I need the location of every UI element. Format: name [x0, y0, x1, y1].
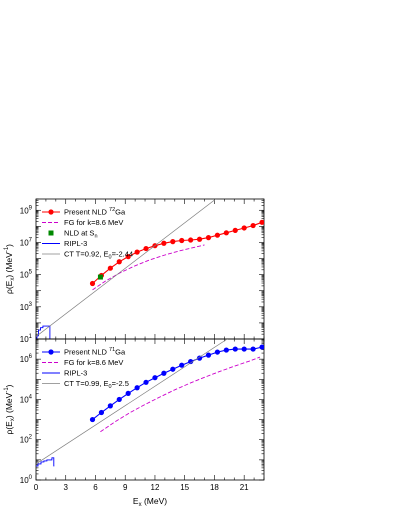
data-point-present-nld-72ga [214, 232, 221, 238]
legend-label: CT T=0.92, E0=-2.44 [64, 250, 133, 261]
legend-label: FG for k=8.6 MeV [64, 218, 123, 227]
x-tick-label: 21 [240, 483, 249, 492]
x-tick-label: 12 [151, 483, 160, 492]
x-tick-label: 3 [64, 483, 69, 492]
x-axis-label: Ex (MeV) [133, 496, 167, 508]
data-point-present-nld-72ga [250, 222, 256, 229]
legend-label: Present NLD 72Ga [64, 207, 126, 217]
data-point-present-nld-71ga [98, 409, 105, 416]
data-point-present-nld-71ga [179, 362, 185, 368]
data-point-present-nld-71ga [125, 390, 131, 396]
data-point-present-nld-72ga [134, 249, 140, 255]
series-line-fg [92, 244, 205, 291]
data-point-present-nld-71ga [170, 366, 176, 372]
panel-top: 101 103 105 107 109 ρ(Ex) (MeV-1) Present NLD … [4, 198, 265, 344]
data-point-present-nld-71ga [116, 396, 122, 403]
data-point-present-nld-71ga [241, 346, 247, 352]
y-tick-label: 107 [20, 237, 33, 247]
data-point-present-nld-72ga [170, 239, 176, 245]
y-tick-label: 105 [20, 270, 33, 280]
data-point-nld-at-sn [97, 274, 103, 280]
data-point-present-nld-72ga [116, 259, 122, 265]
legend-label: CT T=0.99, E0=-2.5 [64, 379, 129, 390]
y-axis-label: ρ(Ex) (MeV-1) [4, 244, 16, 294]
legend-label: RIPL-3 [64, 369, 87, 378]
x-tick-label: 0 [34, 483, 39, 492]
data-point-present-nld-72ga [89, 280, 96, 287]
data-point-present-nld-71ga [89, 416, 96, 423]
data-point-present-nld-71ga [250, 346, 256, 352]
legend-swatch-marker [48, 349, 54, 355]
data-point-present-nld-71ga [152, 375, 158, 381]
plot-area [36, 339, 264, 467]
data-point-present-nld-71ga [161, 370, 167, 376]
plot-frame [35, 338, 265, 481]
legend-swatch [48, 230, 54, 236]
data-point-present-nld-72ga [125, 254, 131, 260]
data-point-present-nld-72ga [223, 230, 229, 236]
y-tick-label: 100 [20, 475, 33, 485]
y-tick-label: 103 [20, 302, 33, 312]
data-point-present-nld-72ga [143, 245, 149, 252]
x-tick-label: 18 [210, 483, 219, 492]
panel-bottom: 0 3 6 9 12 15 18 21 100 102 104 106 ρ(Ex) (MeV-1) Ex … [4, 338, 265, 508]
series-line-ripl3 [36, 457, 55, 467]
data-point-present-nld-71ga [214, 349, 221, 355]
data-point-present-nld-71ga [223, 347, 229, 353]
data-point-present-nld-72ga [161, 240, 167, 246]
series-line-ct [36, 339, 228, 465]
data-point-present-nld-71ga [205, 352, 212, 358]
y-tick-label: 109 [20, 205, 33, 215]
plot-area [36, 199, 264, 339]
data-point-present-nld-72ga [188, 237, 194, 243]
legend-label: NLD at Sn [64, 229, 98, 240]
data-point-present-nld-71ga [134, 385, 140, 391]
data-point-present-nld-71ga [188, 358, 194, 365]
x-tick-label: 15 [180, 483, 189, 492]
legend-swatch-marker [48, 209, 54, 215]
series-line-fg [100, 356, 261, 433]
legend-label: RIPL-3 [64, 239, 87, 248]
y-tick-label: 101 [20, 334, 33, 344]
legend-label: FG for k=8.6 MeV [64, 358, 123, 367]
data-point-present-nld-71ga [143, 379, 149, 385]
data-point-present-nld-72ga [259, 219, 264, 225]
data-point-present-nld-71ga [232, 346, 238, 352]
data-point-present-nld-72ga [107, 265, 113, 271]
data-point-present-nld-72ga [179, 237, 185, 244]
data-point-present-nld-71ga [196, 355, 203, 361]
y-tick-label: 104 [20, 394, 33, 404]
y-axis-label: ρ(Ex) (MeV-1) [4, 384, 16, 434]
data-point-present-nld-72ga [232, 227, 238, 233]
y-tick-label: 102 [20, 435, 33, 445]
series-line-ct [36, 199, 217, 337]
legend-label: Present NLD 71Ga [64, 347, 126, 357]
data-point-present-nld-72ga [241, 225, 247, 231]
data-point-present-nld-72ga [196, 236, 203, 242]
y-tick-label: 106 [20, 354, 33, 364]
data-point-present-nld-71ga [259, 344, 264, 350]
data-point-present-nld-71ga [107, 403, 113, 409]
x-tick-label: 6 [93, 483, 98, 492]
data-point-present-nld-72ga [205, 235, 212, 241]
x-tick-label: 9 [123, 483, 128, 492]
